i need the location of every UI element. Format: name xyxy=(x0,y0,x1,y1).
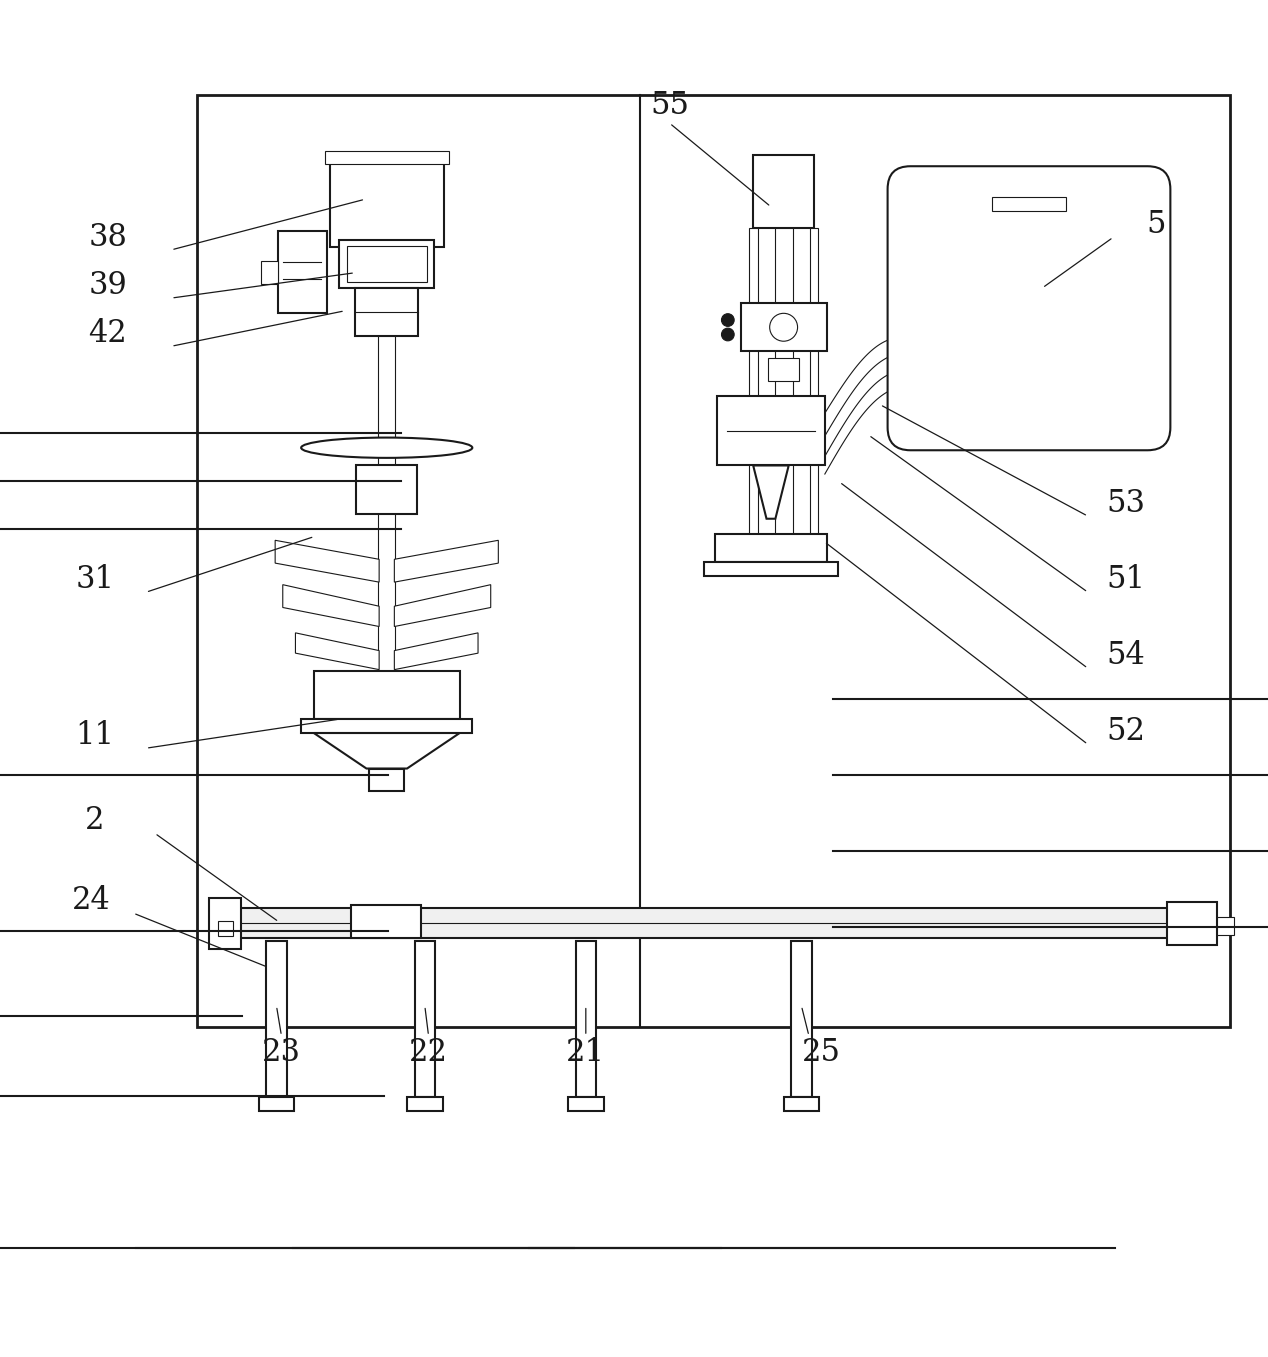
Polygon shape xyxy=(295,632,379,669)
Text: 2: 2 xyxy=(85,805,105,836)
Text: 11: 11 xyxy=(76,721,114,750)
Text: 24: 24 xyxy=(72,885,110,916)
Bar xyxy=(369,768,404,791)
Bar xyxy=(346,246,426,282)
Bar xyxy=(266,940,287,1096)
Polygon shape xyxy=(394,585,491,627)
Bar xyxy=(378,337,396,716)
Circle shape xyxy=(721,328,734,341)
Bar xyxy=(992,197,1065,210)
Bar xyxy=(748,228,758,565)
Bar xyxy=(330,159,444,247)
Bar xyxy=(209,898,241,949)
Text: 51: 51 xyxy=(1107,565,1145,596)
Text: 42: 42 xyxy=(89,318,127,349)
Bar xyxy=(279,231,327,313)
Bar xyxy=(810,228,819,565)
Polygon shape xyxy=(313,733,459,768)
Text: 38: 38 xyxy=(89,221,127,252)
Bar xyxy=(261,261,279,284)
Bar xyxy=(212,908,1215,939)
Polygon shape xyxy=(394,540,498,582)
Bar xyxy=(1217,917,1234,935)
Polygon shape xyxy=(275,540,379,582)
Bar xyxy=(718,396,824,465)
Bar xyxy=(753,155,814,228)
Bar xyxy=(767,358,800,380)
Bar xyxy=(568,1096,604,1111)
Bar xyxy=(218,920,233,936)
Text: 53: 53 xyxy=(1107,489,1145,518)
Bar xyxy=(325,151,449,164)
Text: 31: 31 xyxy=(76,565,114,596)
Bar xyxy=(355,288,418,337)
Polygon shape xyxy=(394,632,478,669)
Ellipse shape xyxy=(301,437,472,457)
Bar xyxy=(313,670,459,719)
Text: 25: 25 xyxy=(803,1037,841,1068)
Text: 54: 54 xyxy=(1107,641,1145,672)
Bar xyxy=(715,533,827,562)
Bar xyxy=(705,562,837,575)
Bar xyxy=(791,940,812,1096)
Bar xyxy=(301,719,472,733)
Bar xyxy=(775,228,792,565)
Bar xyxy=(1167,901,1217,944)
Text: 5: 5 xyxy=(1146,209,1167,240)
Polygon shape xyxy=(283,585,379,627)
Bar xyxy=(576,940,596,1096)
Text: 39: 39 xyxy=(89,270,127,301)
Text: 23: 23 xyxy=(262,1037,301,1068)
Circle shape xyxy=(721,313,734,327)
Bar xyxy=(784,1096,819,1111)
Text: 52: 52 xyxy=(1107,716,1145,748)
Text: 22: 22 xyxy=(410,1037,448,1068)
Text: 21: 21 xyxy=(567,1037,605,1068)
Bar xyxy=(741,303,827,351)
Circle shape xyxy=(770,313,798,341)
Polygon shape xyxy=(753,465,789,518)
Bar xyxy=(356,465,417,514)
Bar xyxy=(415,940,435,1096)
Bar xyxy=(351,905,421,939)
Bar xyxy=(259,1096,294,1111)
Bar xyxy=(407,1096,443,1111)
FancyBboxPatch shape xyxy=(888,166,1170,451)
Bar xyxy=(197,95,1230,1027)
Text: 55: 55 xyxy=(650,90,689,121)
Bar xyxy=(340,240,434,288)
